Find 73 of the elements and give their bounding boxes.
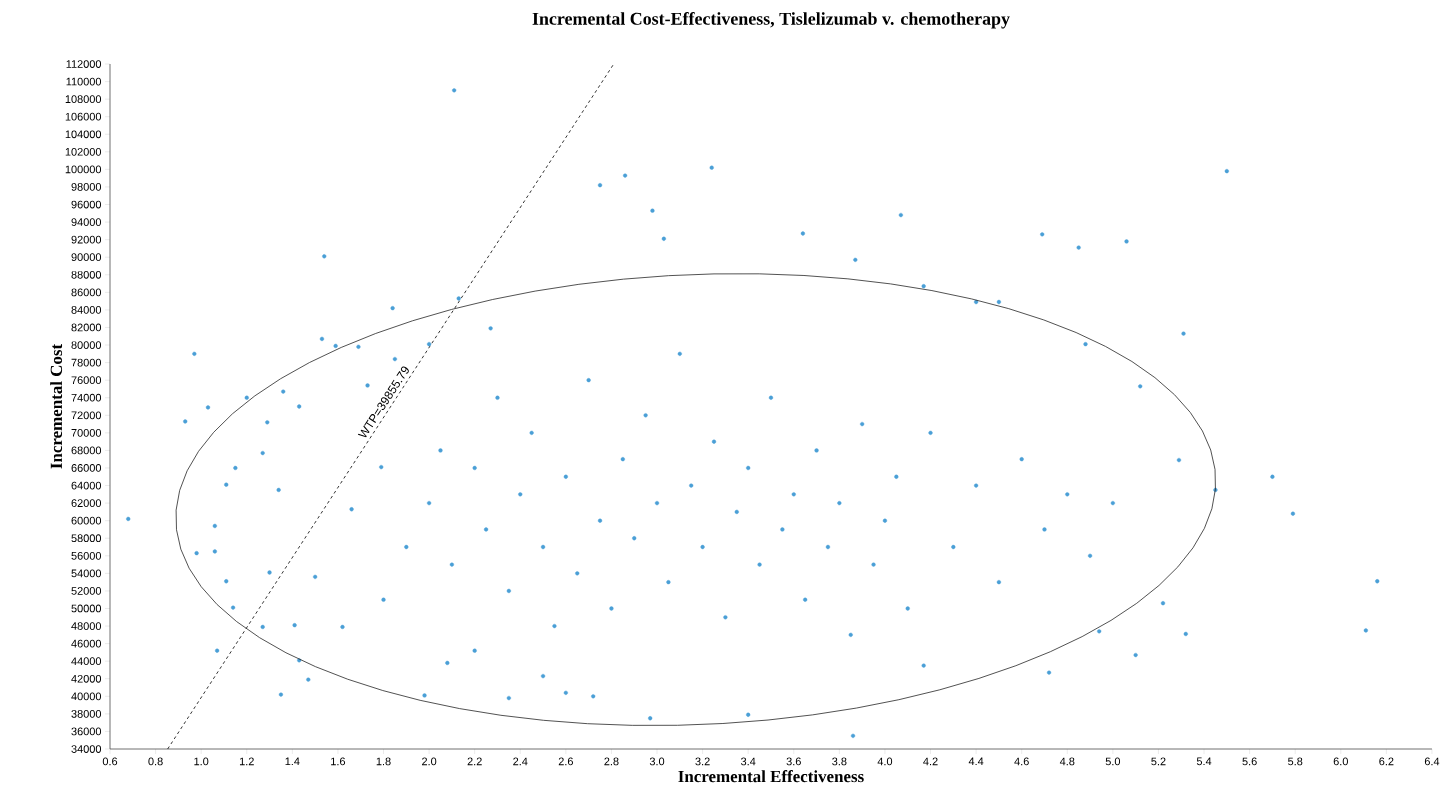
x-tick-label: 1.4 [285,757,300,766]
x-tick-label: 2.0 [422,757,437,766]
y-tick-label: 60000 [71,516,102,525]
y-tick-label: 66000 [71,464,102,472]
y-tick-label: 102000 [65,147,102,156]
y-tick-label: 50000 [71,604,102,613]
x-tick-label: 3.2 [695,757,710,766]
y-tick-label: 72000 [71,411,102,420]
x-tick-label: 2.8 [604,757,619,766]
x-tick-label: 6.2 [1379,757,1394,766]
x-tick-label: 5.0 [1105,757,1121,766]
x-tick-label: 2.2 [467,757,482,766]
x-tick-label: 6.4 [1424,757,1440,766]
y-tick-label: 68000 [71,446,102,455]
x-tick-label: 0.6 [102,757,118,766]
x-tick-label: 5.8 [1288,757,1303,766]
y-tick-label: 98000 [71,183,102,191]
y-tick-label: 100000 [65,165,102,174]
y-tick-label: 80000 [71,341,102,349]
x-tick-label: 1.6 [331,757,346,766]
y-tick-label: 38000 [71,710,102,718]
y-tick-label: 46000 [71,639,102,648]
y-tick-label: 86000 [71,288,102,297]
y-tick-label: 96000 [71,200,102,209]
y-tick-label: 76000 [71,376,102,385]
x-tick-label: 1.8 [376,757,391,766]
x-axis-title: Incremental Effectiveness [678,770,864,783]
y-axis-title: Incremental Cost [50,343,63,469]
x-tick-label: 4.0 [877,757,893,766]
y-tick-label: 56000 [71,551,102,560]
x-tick-label: 1.0 [194,757,209,766]
y-tick-label: 84000 [71,306,102,314]
x-tick-label: 0.8 [148,757,163,766]
y-tick-label: 74000 [71,393,102,402]
x-tick-label: 4.4 [968,757,984,766]
y-tick-label: 104000 [65,130,102,139]
y-tick-label: 78000 [71,358,102,367]
x-tick-label: 4.6 [1014,757,1029,766]
x-tick-label: 3.4 [740,757,756,766]
y-tick-label: 36000 [71,727,102,736]
y-tick-label: 90000 [71,253,102,262]
y-tick-label: 34000 [71,745,102,753]
y-tick-label: 52000 [71,587,102,595]
y-tick-label: 62000 [71,499,102,507]
x-tick-label: 3.0 [649,757,665,766]
y-tick-label: 64000 [71,481,102,490]
y-tick-label: 70000 [71,428,102,437]
y-tick-label: 94000 [71,218,102,226]
y-tick-label: 106000 [65,112,102,121]
y-tick-label: 92000 [71,235,102,244]
y-tick-label: 108000 [65,95,102,104]
x-tick-label: 1.2 [239,757,254,766]
x-tick-label: 2.4 [513,757,528,766]
x-tick-label: 3.8 [832,757,847,766]
y-tick-label: 112000 [66,60,102,68]
x-tick-label: 4.2 [923,757,938,766]
x-tick-label: 5.4 [1196,757,1212,766]
x-tick-label: 2.6 [558,757,573,766]
x-tick-label: 4.8 [1059,757,1075,766]
y-tick-label: 42000 [71,674,102,683]
x-tick-label: 6.0 [1333,757,1348,766]
y-tick-label: 40000 [71,692,102,701]
y-tick-label: 44000 [71,657,102,666]
x-tick-label: 5.6 [1242,757,1257,766]
y-tick-label: 88000 [71,270,102,279]
y-tick-label: 58000 [71,534,102,543]
chart-title: Incremental Cost-Effectiveness, Tislelizumab v. chemotherapy [532,12,1010,29]
y-tick-label: 54000 [71,569,102,578]
y-tick-label: 48000 [71,622,102,630]
x-tick-label: 5.2 [1151,757,1166,766]
x-tick-label: 3.6 [786,757,801,766]
y-tick-label: 82000 [71,323,102,332]
y-tick-label: 110000 [66,77,102,86]
